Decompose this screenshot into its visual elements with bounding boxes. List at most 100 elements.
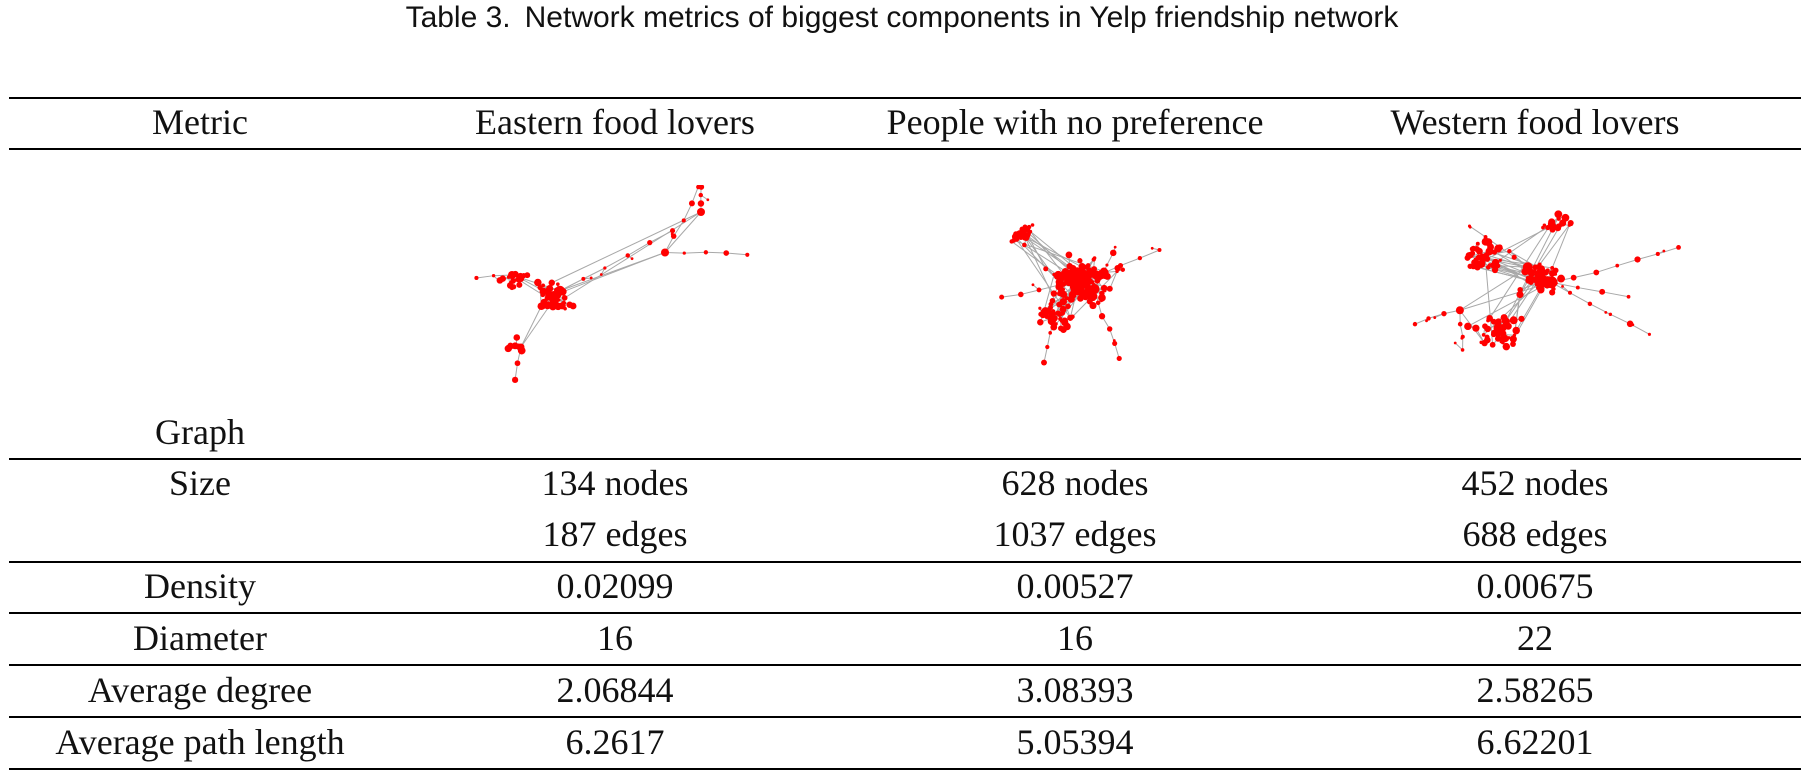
- graph-edge: [705, 251, 727, 254]
- graph-node: [510, 278, 516, 284]
- graph-node: [1041, 359, 1047, 366]
- graph-node: [1013, 231, 1019, 237]
- graph-node: [1532, 264, 1539, 271]
- graph-node: [661, 248, 669, 257]
- graph-node: [688, 200, 695, 207]
- graph-node: [1655, 251, 1660, 256]
- graph-node: [698, 192, 703, 198]
- graph-node: [1060, 310, 1066, 316]
- graph-node: [1457, 321, 1463, 327]
- graph-node: [1092, 282, 1096, 287]
- graph-edge: [604, 255, 628, 269]
- graph-node: [541, 283, 546, 288]
- graph-edge: [1551, 224, 1570, 269]
- graph-edge: [664, 211, 702, 253]
- graph-edge: [1577, 287, 1603, 293]
- graph-node: [1557, 274, 1566, 283]
- graph-node: [581, 276, 586, 281]
- graph-nodes: [1412, 210, 1681, 352]
- graph-node: [1553, 272, 1558, 276]
- graph-node: [1518, 315, 1525, 322]
- graph-node: [1473, 257, 1478, 262]
- graph-edge: [673, 220, 685, 237]
- graph-edge: [684, 251, 706, 254]
- graph-node: [1480, 255, 1486, 261]
- graph-node: [554, 297, 560, 303]
- graph-node: [630, 257, 634, 261]
- graph-node: [1058, 325, 1064, 332]
- graph-node: [1061, 282, 1067, 287]
- graph-node: [698, 203, 702, 207]
- graph-edge: [1519, 225, 1561, 295]
- graph-node: [1631, 323, 1635, 327]
- graph-edge: [1469, 225, 1486, 238]
- graph-node: [1604, 310, 1608, 314]
- graph-edge: [1483, 257, 1528, 268]
- graph-node: [1085, 276, 1092, 282]
- graph-row-rule: [9, 458, 1801, 460]
- no-preference-network-graph: [999, 223, 1162, 366]
- graph-node: [1608, 312, 1613, 316]
- graph-node: [1575, 285, 1580, 290]
- graph-node: [1084, 295, 1089, 300]
- graph-node: [1498, 258, 1502, 262]
- graph-node: [1521, 267, 1530, 276]
- graph-node: [1441, 310, 1447, 317]
- graph-node: [1512, 326, 1520, 335]
- graph-node: [999, 294, 1005, 300]
- graph-node: [1489, 341, 1496, 348]
- graph-edge: [520, 305, 542, 348]
- western-nodes: 452 nodes: [1461, 463, 1609, 503]
- graph-edge: [1428, 313, 1445, 319]
- density-row-rule: [9, 612, 1801, 614]
- graph-node: [1455, 306, 1464, 315]
- eastern-network-graph: [474, 185, 750, 384]
- table-number: Table 3.: [405, 1, 511, 34]
- graph-node: [1537, 286, 1545, 294]
- graph-node: [511, 342, 519, 350]
- eastern-edges: 187 edges: [542, 514, 688, 554]
- graph-edge: [1573, 271, 1597, 279]
- graph-node: [1483, 235, 1488, 239]
- graph-edge: [1477, 261, 1536, 279]
- no-preference-avg-degree: 3.08393: [1016, 670, 1134, 710]
- graph-node: [1100, 284, 1108, 292]
- graph-node: [1548, 270, 1556, 277]
- graph-node: [1091, 270, 1098, 277]
- graph-node: [1083, 288, 1092, 297]
- graph-node: [1510, 341, 1516, 347]
- table-title: Network metrics of biggest components in…: [524, 1, 1399, 34]
- graph-edge: [1120, 257, 1141, 267]
- table-caption: Table 3. Network metrics of biggest compo…: [0, 0, 1804, 40]
- graph-node: [1028, 229, 1033, 234]
- graph-node: [1091, 257, 1096, 262]
- graph-node: [1500, 334, 1509, 343]
- graph-node: [1061, 319, 1069, 327]
- graph-node: [509, 285, 515, 291]
- graph-node: [1137, 255, 1143, 261]
- graph-node: [1468, 225, 1472, 229]
- graph-edge: [564, 211, 702, 299]
- graph-node: [515, 275, 523, 283]
- graph-node: [1051, 315, 1058, 322]
- graph-node: [534, 278, 542, 287]
- graph-node: [1662, 249, 1666, 253]
- no-preference-diameter: 16: [1057, 618, 1093, 658]
- graph-node: [1676, 245, 1681, 250]
- graph-node: [1075, 287, 1080, 291]
- graph-node: [1062, 293, 1067, 298]
- graph-node: [1551, 286, 1556, 292]
- graph-edge: [1001, 293, 1021, 298]
- graph-edge: [1046, 332, 1051, 348]
- graph-node: [1038, 306, 1042, 310]
- graph-node: [1473, 245, 1480, 253]
- graph-node: [513, 334, 521, 341]
- graph-node: [1017, 229, 1024, 236]
- graph-edge: [1610, 313, 1631, 325]
- graph-node: [1077, 258, 1083, 264]
- graph-node: [1556, 216, 1561, 221]
- graph-node: [1479, 340, 1483, 345]
- graph-node: [1112, 340, 1118, 346]
- graph-node: [1525, 277, 1532, 284]
- graph-node: [524, 272, 531, 279]
